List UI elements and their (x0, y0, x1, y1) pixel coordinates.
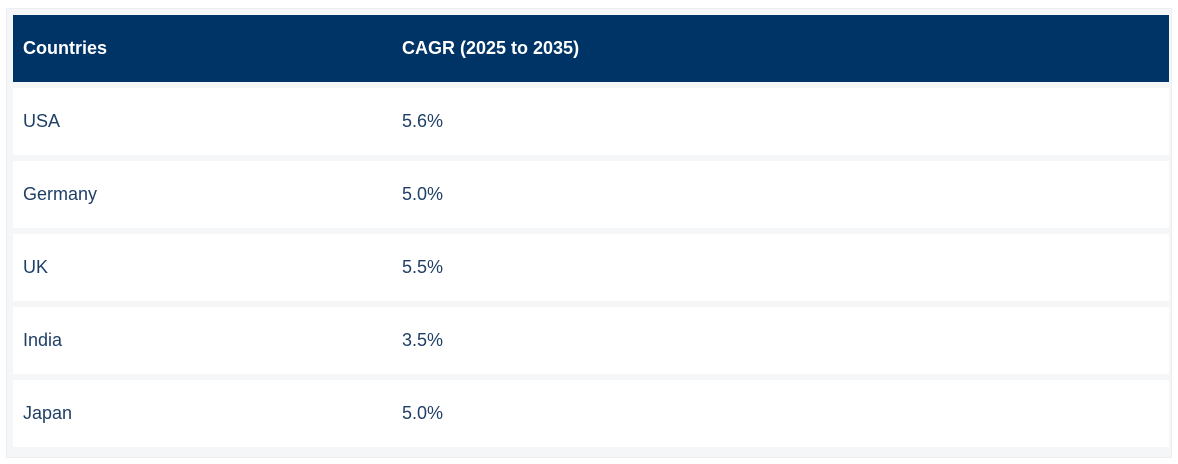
cagr-table-container: Countries CAGR (2025 to 2035) USA 5.6% G… (6, 8, 1172, 458)
table-row: USA 5.6% (13, 88, 1169, 155)
table-row: Germany 5.0% (13, 161, 1169, 228)
cagr-cell: 3.5% (402, 330, 444, 350)
country-cell: UK (23, 257, 49, 277)
header-cagr: CAGR (2025 to 2035) (402, 38, 580, 58)
country-cell: India (23, 330, 63, 350)
country-cell: USA (23, 111, 61, 131)
cagr-table: Countries CAGR (2025 to 2035) USA 5.6% G… (13, 15, 1169, 453)
cagr-cell: 5.5% (402, 257, 444, 277)
cagr-cell: 5.6% (402, 111, 444, 131)
country-cell: Japan (23, 403, 73, 423)
country-cell: Germany (23, 184, 98, 204)
table-header-row: Countries CAGR (2025 to 2035) (13, 15, 1169, 82)
table-row: India 3.5% (13, 307, 1169, 374)
table-row: UK 5.5% (13, 234, 1169, 301)
table-row: Japan 5.0% (13, 380, 1169, 447)
cagr-cell: 5.0% (402, 403, 444, 423)
cagr-cell: 5.0% (402, 184, 444, 204)
header-countries: Countries (23, 38, 108, 58)
